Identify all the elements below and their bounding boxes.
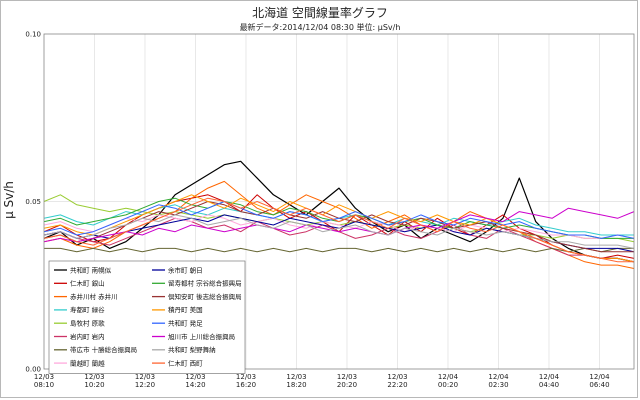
legend-entry: 仁木町 銀山 (70, 279, 105, 288)
x-tick-label-date: 12/04 (539, 373, 560, 381)
x-tick-label-time: 08:10 (34, 381, 54, 389)
legend-entry: 蘭越町 蘭越 (70, 358, 105, 367)
x-tick-label-date: 12/04 (438, 373, 459, 381)
series-line (43, 207, 635, 243)
x-tick-label-date: 12/03 (236, 373, 256, 381)
legend-entry: 赤井川村 赤井川 (70, 292, 118, 301)
chart-title: 北海道 空間線量率グラフ (252, 5, 388, 20)
x-tick-label-date: 12/03 (185, 373, 205, 381)
x-tick-label-time: 16:20 (236, 381, 256, 389)
legend-entry: 仁木町 西町 (168, 358, 203, 367)
chart-subtitle: 最新データ:2014/12/04 08:30 単位: μSv/h (240, 22, 401, 32)
y-tick-label: 0.05 (25, 198, 41, 206)
legend-entry: 倶知安町 後志総合振興局 (168, 292, 242, 301)
x-axis: 12/0308:1012/0310:2012/0312:2012/0314:20… (34, 373, 610, 389)
series-line (43, 201, 635, 239)
legend-entry: 共和町 発足 (168, 319, 203, 328)
y-tick-label: 0.00 (25, 366, 41, 374)
series-line (43, 214, 635, 239)
legend-entry: 帯広市 十勝総合振興局 (70, 345, 137, 354)
legend-entry: 余市町 朝日 (168, 265, 203, 274)
series-line (44, 247, 634, 253)
y-axis: 0.00 0.05 0.10 (25, 31, 41, 374)
y-axis-label: μ Sv/h (2, 181, 16, 219)
x-tick-label-time: 12:20 (135, 381, 155, 389)
x-tick-label-time: 18:20 (286, 381, 306, 389)
x-tick-label-time: 22:20 (387, 381, 407, 389)
legend-entry: 留寿都村 宗谷総合振興局 (168, 279, 242, 288)
x-tick-label-date: 12/04 (589, 373, 610, 381)
plot-area (43, 33, 635, 370)
x-tick-label-date: 12/04 (488, 373, 509, 381)
x-tick-label-date: 12/03 (387, 373, 407, 381)
legend-entry: 共和町 梨野舞納 (168, 345, 216, 354)
x-tick-label-time: 20:20 (337, 381, 357, 389)
x-tick-label-date: 12/03 (135, 373, 155, 381)
legend-entry: 寿都町 緑谷 (70, 305, 105, 314)
x-tick-label-time: 14:20 (185, 381, 205, 389)
x-tick-label-date: 12/03 (34, 373, 54, 381)
x-tick-label-time: 04:40 (539, 381, 559, 389)
x-tick-label-time: 02:30 (488, 381, 508, 389)
legend-entry: 旭川市 上川総合振興局 (168, 332, 235, 341)
legend-entry: 共和町 南幌似 (70, 265, 112, 274)
legend-entry: 島牧村 原歌 (70, 319, 105, 328)
x-tick-label-date: 12/03 (84, 373, 104, 381)
series-lines (43, 160, 635, 269)
x-tick-label-time: 10:20 (84, 381, 104, 389)
x-tick-label-time: 00:20 (438, 381, 458, 389)
series-line (43, 197, 634, 263)
x-tick-label-date: 12/03 (286, 373, 306, 381)
legend-entry: 岩内町 岩内 (70, 332, 105, 341)
legend-box (48, 260, 246, 374)
y-tick-label: 0.10 (25, 31, 41, 39)
legend-entry: 積丹町 美国 (168, 305, 203, 314)
series-line (43, 160, 635, 263)
x-tick-label-time: 06:40 (589, 381, 609, 389)
x-tick-label-date: 12/03 (337, 373, 357, 381)
